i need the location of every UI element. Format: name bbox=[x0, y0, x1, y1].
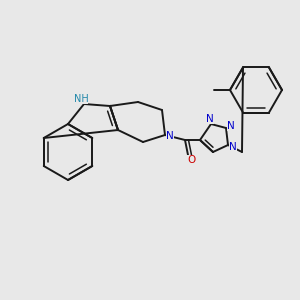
Text: N: N bbox=[227, 121, 235, 131]
Text: N: N bbox=[229, 142, 237, 152]
Text: O: O bbox=[187, 155, 195, 165]
Text: N: N bbox=[206, 114, 214, 124]
Text: N: N bbox=[166, 131, 174, 141]
Text: NH: NH bbox=[74, 94, 88, 104]
